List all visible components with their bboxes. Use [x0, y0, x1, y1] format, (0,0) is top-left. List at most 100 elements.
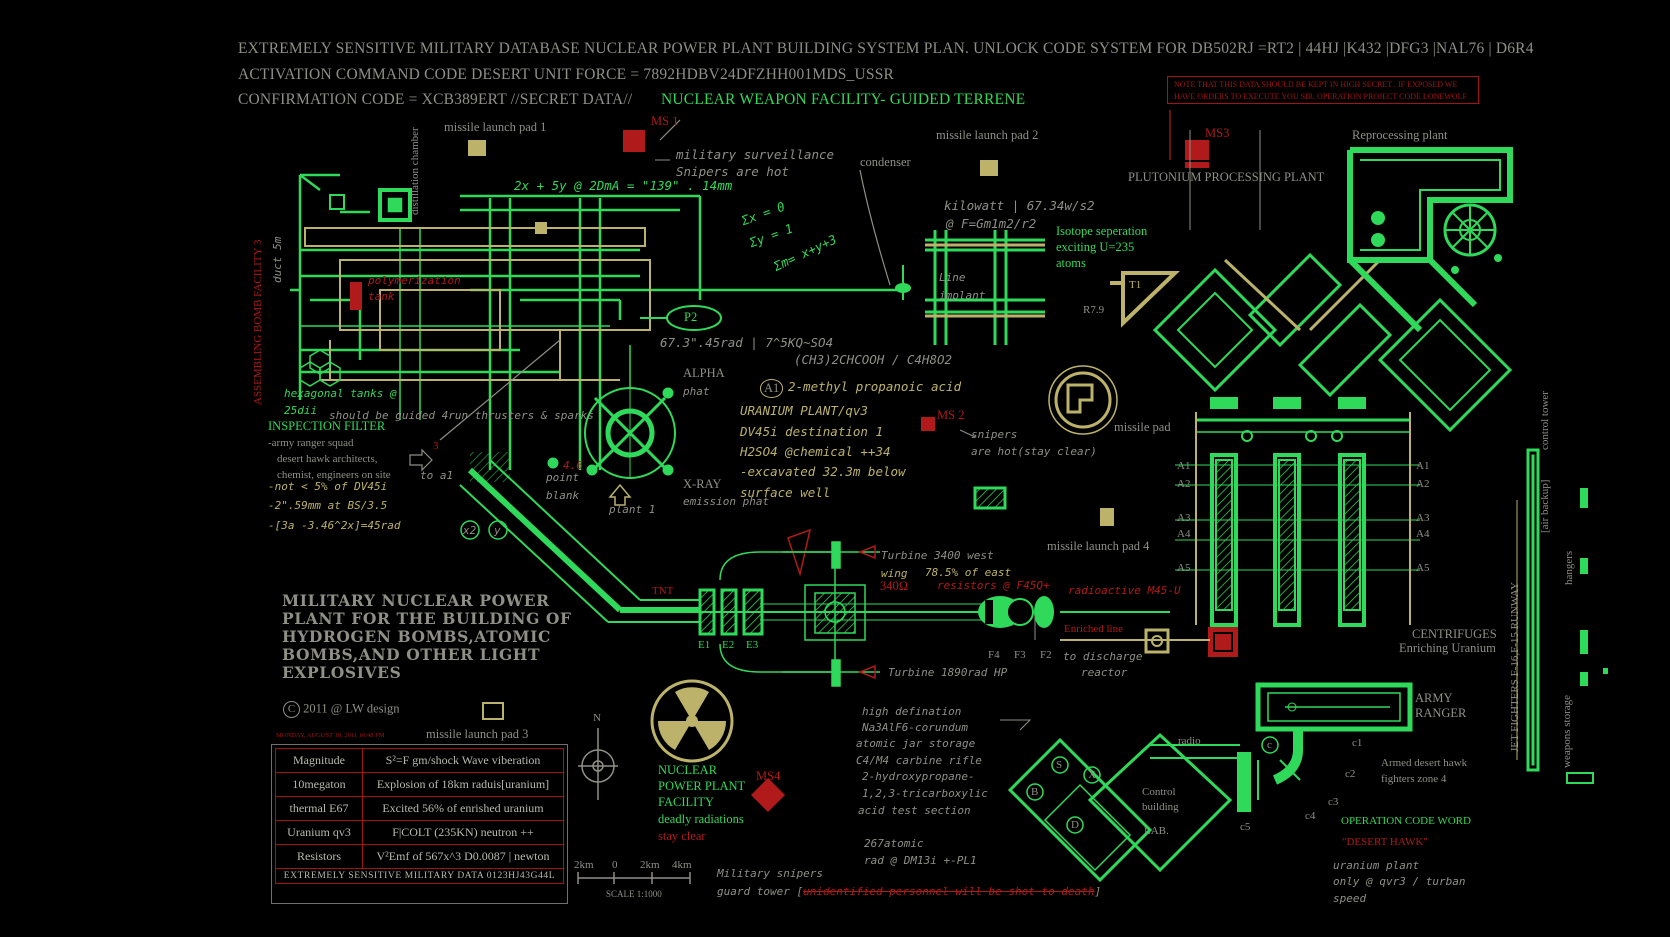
missile-pad-4-label: missile launch pad 4	[1047, 539, 1150, 553]
scale-2km-left: 2km	[574, 859, 594, 871]
spec-table-value: Explosion of 18km raduis[uranium]	[362, 772, 564, 797]
line-implant-label-2: implant	[939, 289, 986, 302]
c1-label: c1	[1352, 737, 1363, 749]
missile-pad-1-label: missile launch pad 1	[444, 120, 547, 134]
isotope-label-1: Isotope seperation	[1056, 224, 1148, 238]
kilowatt-label-2: @ F=Gm1m2/r2	[946, 216, 1037, 231]
radiation-symbol	[650, 679, 734, 763]
a5-right: A5	[1416, 562, 1430, 574]
centrifuge-caps	[1210, 397, 1366, 409]
runway	[1526, 448, 1540, 772]
high-definition-label-3: atomic jar storage	[856, 737, 976, 750]
ms2-label: MS 2	[937, 408, 965, 422]
a4-left: A4	[1177, 528, 1191, 540]
header-line-1: EXTREMELY SENSITIVE MILITARY DATABASE NU…	[238, 40, 1534, 57]
spec-table-footer: EXTREMELY SENSITIVE MILITARY DATA 0123HJ…	[275, 868, 564, 884]
pipe-network-olive	[304, 227, 651, 381]
wing-label: wing	[881, 567, 908, 580]
reactor-label: reactor	[1081, 666, 1128, 679]
spec-table-value: Excited 56% of enrished uranium	[362, 796, 564, 821]
line-implant-grid	[925, 230, 1045, 345]
enriched-line-label: Enriched line	[1064, 623, 1123, 635]
missile-pad-3-marker	[482, 702, 504, 720]
isotope-label-2: exciting U=235	[1056, 240, 1135, 254]
enriching-uranium-label: Enriching Uranium	[1399, 641, 1496, 655]
armed-desert-hawk-label: Armed desert hawk	[1381, 757, 1468, 769]
e2-label: E2	[722, 639, 735, 651]
copyright-text: 2011 @ LW design	[303, 701, 400, 716]
header-facility-title: NUCLEAR WEAPON FACILITY- GUIDED TERRENE	[661, 91, 1026, 108]
polymerization-tank-marker	[350, 282, 362, 310]
point-label: point	[546, 471, 580, 484]
desert-hawk-architects-label: desert hawk architects,	[277, 453, 378, 465]
pipe-network-left	[290, 173, 900, 470]
f3-label: F3	[1014, 649, 1026, 661]
desert-hawk-codeword: "DESERT HAWK"	[1342, 836, 1428, 848]
d-marker-label: D	[1071, 819, 1079, 831]
missile-pad-label: missile pad	[1114, 420, 1171, 434]
hexagonal-tanks-size-label: 25dii	[284, 404, 318, 417]
guard-tower-suffix: ]	[1094, 885, 1102, 898]
mm-at-bs-label: -2".59mm at BS/3.5	[268, 499, 388, 512]
ms1-marker	[623, 130, 645, 152]
filter-blocks	[698, 588, 1000, 636]
assembling-bomb-facility-label: ASSEMBLING BOMB FACILITY 3	[252, 239, 264, 405]
missile-pad-2-label: missile launch pad 2	[936, 128, 1039, 142]
c-label: c	[1267, 739, 1272, 751]
spec-table-key: 10megaton	[275, 772, 363, 797]
t1-label: T1	[1129, 279, 1142, 291]
uranium-plant-note-1: uranium plant	[1333, 859, 1420, 872]
missile-pad-1-marker	[468, 140, 486, 156]
guided-thrusters-label: should be guided 4run thrusters & sparks	[329, 409, 594, 422]
c3-label: c3	[1328, 796, 1339, 808]
header-line-2: ACTIVATION COMMAND CODE DESERT UNIT FORC…	[238, 66, 895, 83]
snipers-hot-label: Snipers are hot	[676, 164, 789, 179]
uranium-plant-label-4: -excavated 32.3m below	[740, 464, 906, 479]
turbine-hp-label: Turbine 1890rad HP	[888, 666, 1008, 679]
x-marker-label: X	[1088, 769, 1096, 781]
scale-ratio: SCALE 1:1000	[606, 889, 662, 899]
spec-table-key: thermal E67	[275, 796, 363, 821]
secret-note-line-1: NOTE THAT THIS DATA SHOULD BE KEPT IN HI…	[1174, 80, 1458, 89]
nuclear-facility-label-1: NUCLEAR	[658, 763, 718, 777]
high-definition-label-7: acid test section	[858, 804, 971, 817]
line-implant-label-1: Line	[939, 271, 966, 284]
spec-table: Magnitude S²=F gm/shock Wave viberation 10…	[275, 748, 564, 884]
formula-top-label: 2x + 5y @ 2DmA = "139" . 14mm	[514, 178, 733, 193]
north-label: N	[593, 712, 601, 724]
date-line: MONDAY, AUGUST 18, 2011 10:48 PM	[276, 732, 385, 739]
diamond-manifold	[1152, 252, 1513, 433]
r79-label: R7.9	[1083, 304, 1105, 316]
army-ranger-squad-label: -army ranger squad	[268, 437, 354, 449]
e3-label: E3	[746, 639, 759, 651]
isotope-label-3: atoms	[1056, 256, 1086, 270]
snipers-label: snipers	[971, 428, 1018, 441]
chemist-engineers-label: chemist, engineers on site	[277, 469, 391, 481]
uranium-plant-label-2: DV45i destination 1	[740, 424, 883, 439]
atomic-rad-label-2: rad @ DM13i +-PL1	[864, 854, 977, 867]
value-4-6-label: 4.6	[563, 459, 583, 472]
high-definition-label-1: high defination	[862, 705, 962, 718]
scale-2km-right: 2km	[640, 859, 660, 871]
uranium-plant-label-5: surface well	[740, 485, 831, 500]
reprocessing-plant-label: Reprocessing plant	[1352, 128, 1448, 142]
control-building	[1007, 732, 1279, 883]
hexagonal-tanks-label: hexagonal tanks @	[284, 387, 397, 400]
y-label: y	[494, 524, 501, 537]
red-valve	[1208, 627, 1238, 657]
scale-4km: 4km	[672, 859, 692, 871]
diagonal-pipe	[459, 452, 700, 623]
military-snipers-label: Military snipers	[717, 867, 823, 880]
secret-note-box: NOTE THAT THIS DATA SHOULD BE KEPT IN HI…	[1167, 76, 1479, 104]
blank-label: blank	[546, 489, 580, 502]
secret-note-line-2: HAVE ORDERS TO EXECUTE YOU SIR. OPERATIO…	[1174, 92, 1467, 101]
a5-left: A5	[1177, 562, 1191, 574]
a2-left: A2	[1177, 478, 1191, 490]
distillation-chamber-label: distillation chamber	[409, 127, 421, 215]
x2-label: x2	[463, 524, 477, 537]
high-definition-label-5: 2-hydroxypropane-	[862, 770, 975, 783]
air-backup-label: [air backup]	[1539, 479, 1551, 533]
uranium-plant-note-2: only @ qvr3 / turban	[1333, 875, 1466, 888]
stay-clear-label: stay clear	[658, 829, 706, 843]
number-3-label: 3	[433, 440, 439, 452]
